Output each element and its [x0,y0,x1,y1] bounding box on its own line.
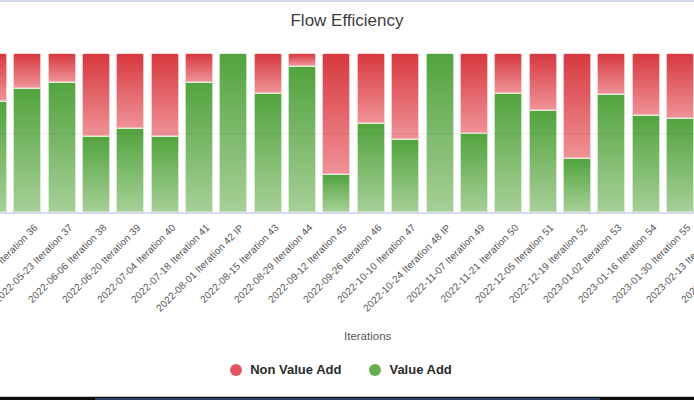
value-add-segment[interactable] [391,139,419,212]
value-add-segment[interactable] [460,133,488,213]
x-axis-title: Iterations [344,330,391,342]
non-value-add-segment[interactable] [666,53,694,118]
value-add-segment[interactable] [563,158,591,212]
non-value-add-segment[interactable] [185,53,213,82]
non-value-add-segment[interactable] [391,53,419,139]
legend-dot-non-value-add-icon [230,364,242,376]
legend-dot-value-add-icon [369,364,381,376]
value-add-segment[interactable] [151,136,179,212]
legend-item-value-add[interactable]: Value Add [369,362,451,377]
non-value-add-segment[interactable] [460,53,488,133]
value-add-segment[interactable] [48,82,76,212]
non-value-add-segment[interactable] [322,53,350,174]
value-add-segment[interactable] [597,94,625,212]
top-border-line [0,0,694,2]
non-value-add-segment[interactable] [82,53,110,136]
legend-label-value-add: Value Add [389,362,451,377]
x-axis-line [0,212,694,214]
non-value-add-segment[interactable] [48,53,76,82]
non-value-add-segment[interactable] [254,53,282,93]
value-add-segment[interactable] [0,101,7,212]
value-add-segment[interactable] [13,88,41,212]
non-value-add-segment[interactable] [288,53,316,66]
non-value-add-segment[interactable] [494,53,522,93]
legend-label-non-value-add: Non Value Add [250,362,341,377]
flow-efficiency-chart-screen: Flow Efficiency 2022-05-09 Iteration 362… [0,0,694,400]
non-value-add-segment[interactable] [0,53,7,101]
value-add-segment[interactable] [288,66,316,212]
value-add-segment[interactable] [82,136,110,212]
non-value-add-segment[interactable] [529,53,557,110]
value-add-segment[interactable] [494,93,522,212]
non-value-add-segment[interactable] [151,53,179,136]
chart-title: Flow Efficiency [0,11,694,31]
value-add-segment[interactable] [254,93,282,212]
value-add-segment[interactable] [185,82,213,212]
non-value-add-segment[interactable] [563,53,591,158]
value-add-segment[interactable] [116,128,144,212]
value-add-segment[interactable] [322,174,350,212]
non-value-add-segment[interactable] [116,53,144,128]
non-value-add-segment[interactable] [632,53,660,115]
non-value-add-segment[interactable] [597,53,625,94]
gridline-50-percent [0,133,694,134]
non-value-add-segment[interactable] [13,53,41,88]
value-add-segment[interactable] [357,123,385,212]
value-add-segment[interactable] [632,115,660,212]
non-value-add-segment[interactable] [357,53,385,123]
value-add-segment[interactable] [529,110,557,212]
chart-legend: Non Value Add Value Add [0,362,688,377]
legend-item-non-value-add[interactable]: Non Value Add [230,362,341,377]
